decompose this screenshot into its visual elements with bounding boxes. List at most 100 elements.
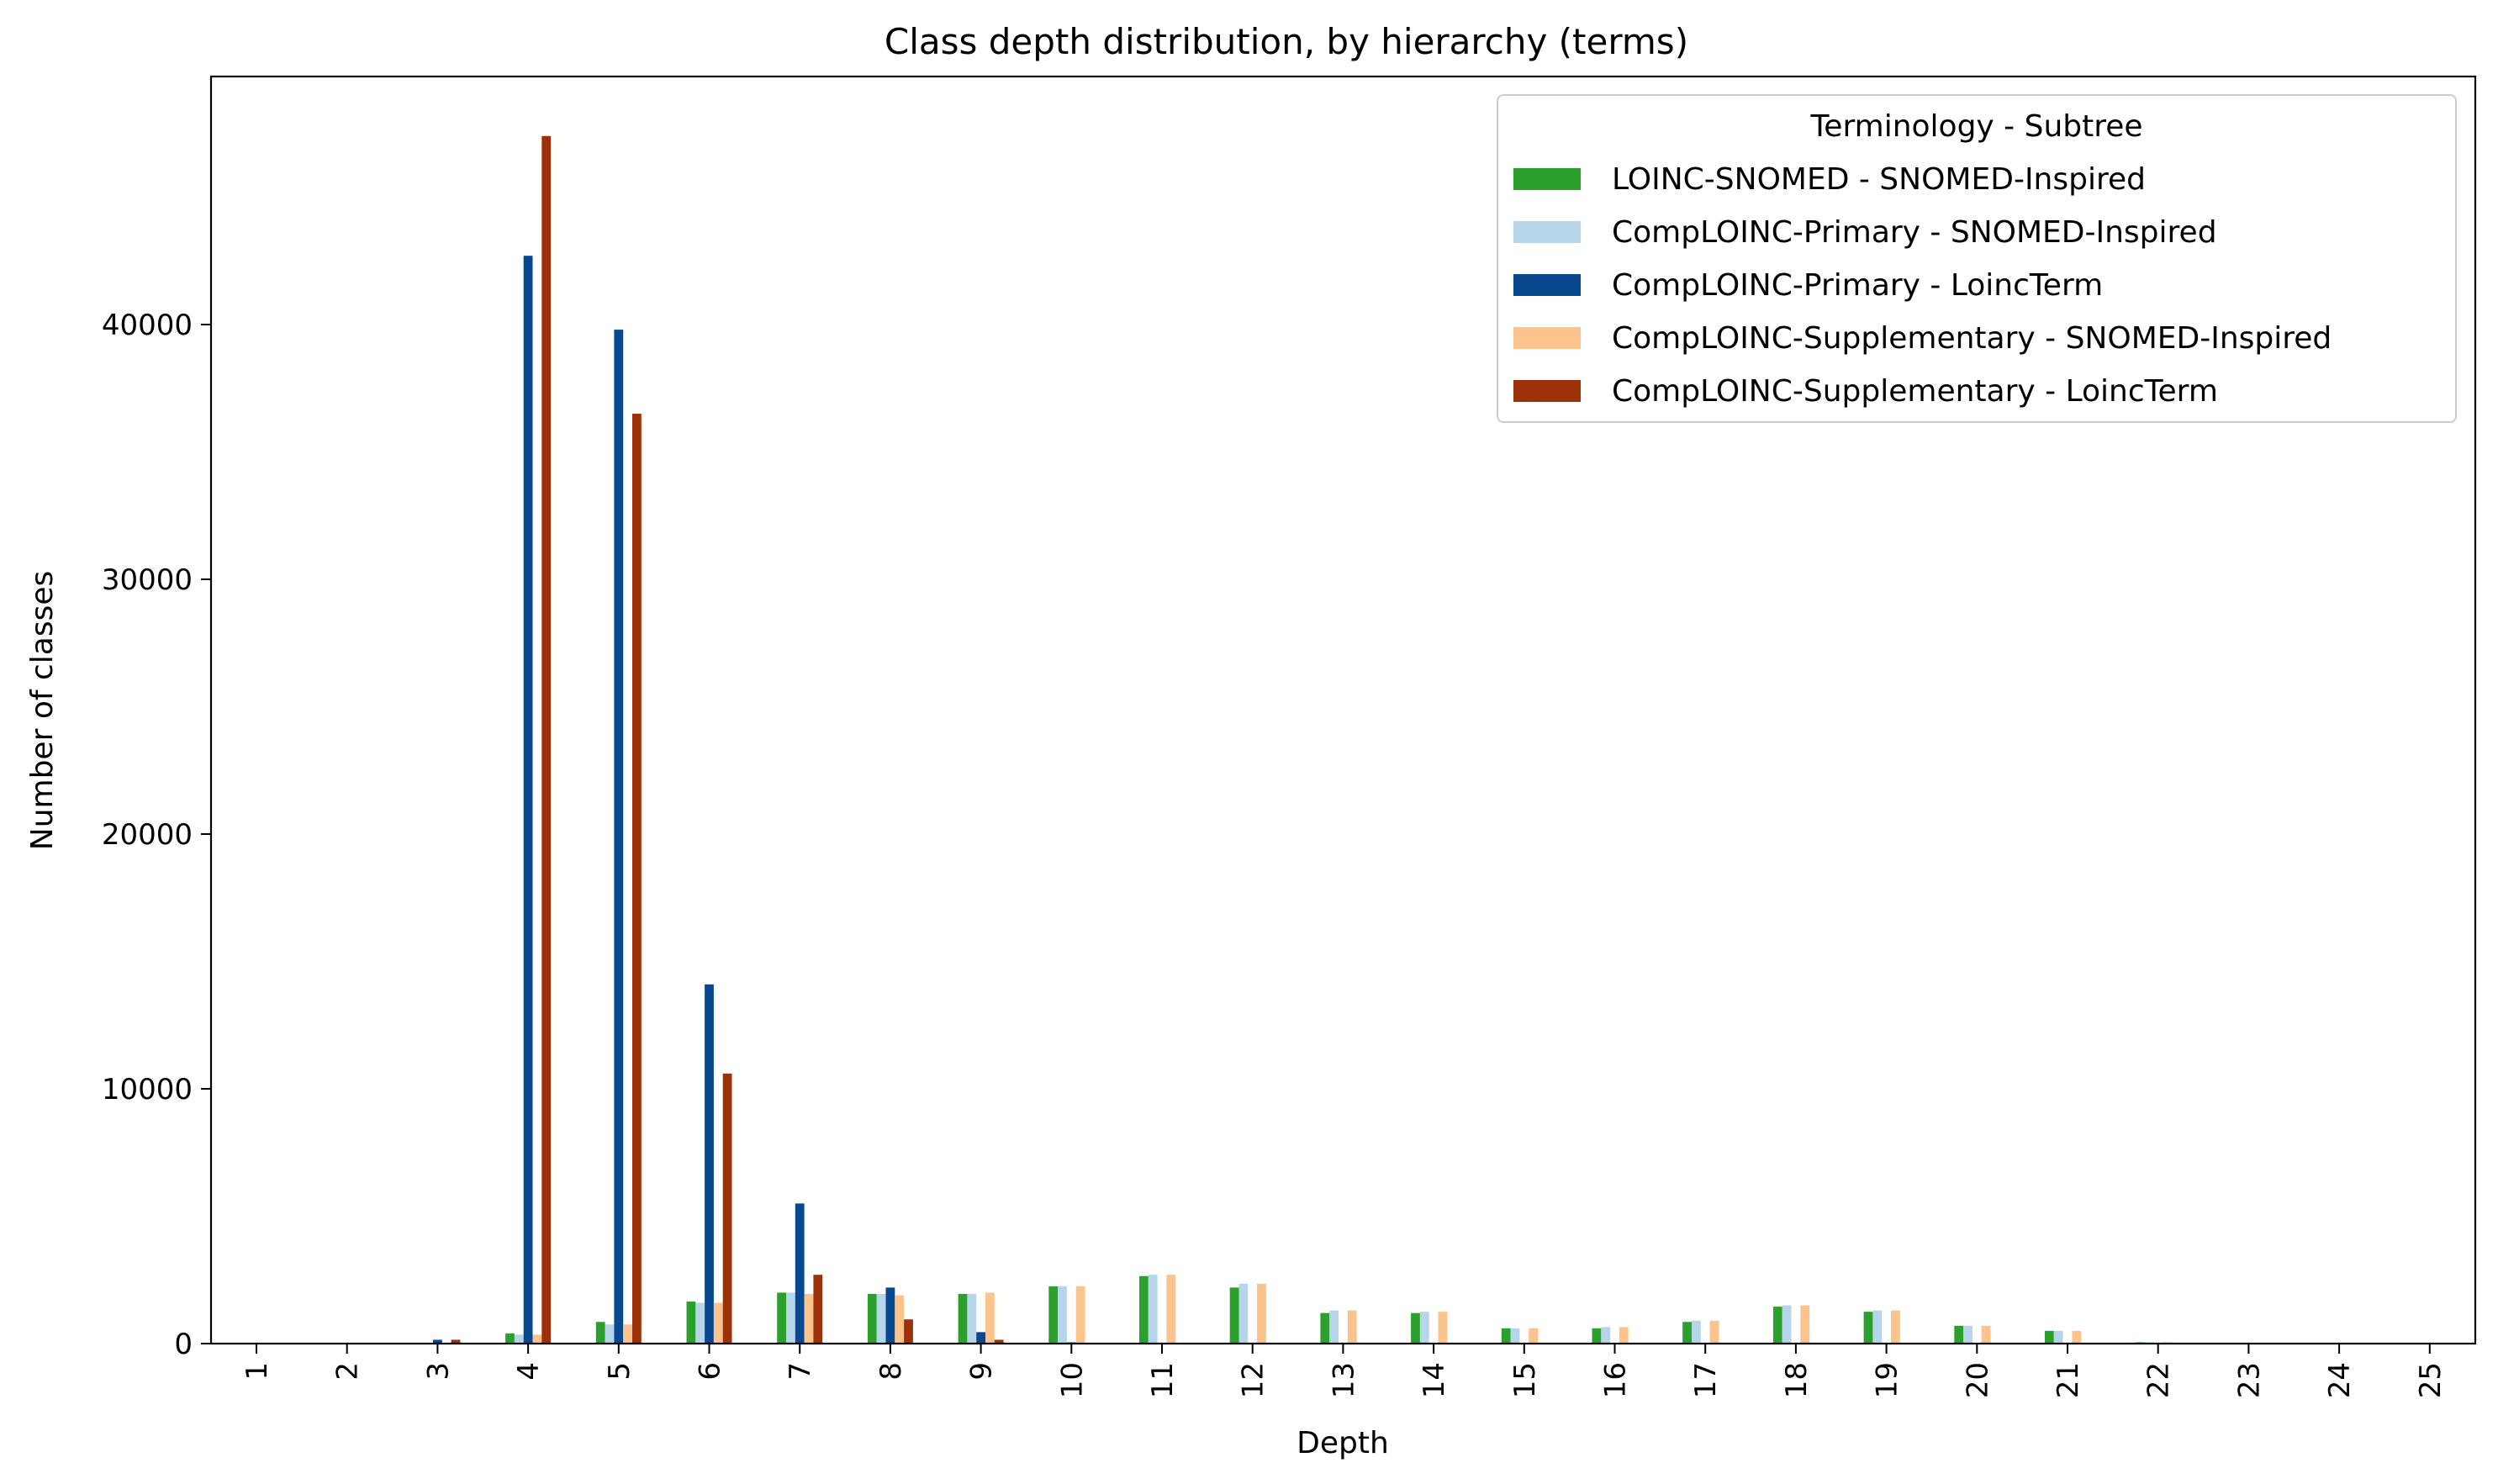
- bar-depth-20-series-2: [1963, 1325, 1973, 1344]
- bar-depth-14-series-1: [1411, 1312, 1420, 1344]
- x-axis-label: Depth: [1297, 1426, 1389, 1460]
- bar-depth-9-series-2: [967, 1293, 977, 1344]
- x-tick-label: 13: [1327, 1362, 1360, 1398]
- bar-depth-6-series-4: [713, 1302, 723, 1344]
- x-tick-label: 7: [784, 1362, 817, 1381]
- bar-depth-8-series-3: [885, 1287, 895, 1344]
- chart-title: Class depth distribution, by hierarchy (…: [885, 21, 1688, 62]
- bar-depth-5-series-3: [614, 330, 624, 1344]
- bar-depth-9-series-4: [985, 1292, 995, 1344]
- x-axis-ticks: 1 2 3 4 5 6 7 8 9 10 11 12 13 14 15 16 17 18 19 20 21 22 23 24 2…: [240, 1344, 2448, 1398]
- x-tick-label: 6: [694, 1362, 727, 1381]
- legend-swatch: [1513, 380, 1581, 402]
- legend-box: [1497, 94, 2457, 423]
- bar-depth-13-series-4: [1347, 1310, 1357, 1344]
- bar-depth-16-series-4: [1619, 1327, 1629, 1344]
- x-tick-label: 15: [1508, 1362, 1542, 1398]
- x-tick-label: 1: [240, 1362, 274, 1381]
- x-tick-label: 18: [1780, 1362, 1814, 1398]
- x-tick-label: 10: [1055, 1362, 1089, 1398]
- x-tick-label: 24: [2323, 1362, 2357, 1398]
- x-tick-label: 5: [603, 1362, 636, 1381]
- bar-depth-6-series-3: [705, 984, 714, 1344]
- x-tick-label: 9: [965, 1362, 999, 1381]
- bar-depth-4-series-4: [532, 1334, 542, 1344]
- bar-depth-21-series-1: [2045, 1330, 2054, 1344]
- legend-entry-label: CompLOINC-Supplementary - LoincTerm: [1612, 374, 2218, 409]
- legend-swatch: [1513, 327, 1581, 349]
- bar-depth-11-series-1: [1139, 1275, 1149, 1344]
- bar-depth-9-series-5: [994, 1339, 1004, 1344]
- bars-group: [415, 135, 2172, 1344]
- y-tick-label: 20000: [102, 818, 193, 852]
- x-tick-label: 8: [874, 1362, 908, 1381]
- bar-depth-16-series-1: [1592, 1328, 1602, 1344]
- bar-depth-3-series-3: [433, 1339, 442, 1344]
- x-tick-label: 23: [2232, 1362, 2266, 1398]
- bar-depth-5-series-5: [632, 414, 642, 1344]
- bar-depth-8-series-4: [895, 1295, 905, 1344]
- bar-depth-8-series-2: [876, 1293, 886, 1344]
- bar-depth-18-series-4: [1800, 1305, 1810, 1344]
- bar-depth-6-series-2: [695, 1302, 705, 1344]
- bar-depth-7-series-2: [786, 1292, 795, 1344]
- legend-entry-label: CompLOINC-Primary - LoincTerm: [1612, 268, 2103, 303]
- bar-depth-12-series-1: [1229, 1287, 1239, 1344]
- bar-depth-9-series-3: [976, 1332, 985, 1344]
- x-tick-label: 2: [331, 1362, 365, 1381]
- bar-depth-6-series-1: [686, 1302, 696, 1344]
- y-tick-label: 40000: [102, 309, 193, 342]
- bar-depth-6-series-5: [722, 1073, 732, 1344]
- bar-depth-20-series-4: [1981, 1325, 1991, 1344]
- bar-depth-4-series-5: [541, 135, 552, 1344]
- bar-depth-13-series-2: [1329, 1310, 1339, 1344]
- bar-depth-19-series-4: [1891, 1310, 1900, 1344]
- bar-depth-7-series-1: [777, 1292, 786, 1344]
- bar-depth-4-series-3: [523, 256, 533, 1344]
- x-tick-label: 20: [1961, 1362, 1994, 1398]
- bar-depth-11-series-4: [1166, 1275, 1176, 1344]
- bar-depth-17-series-2: [1692, 1320, 1701, 1344]
- bar-depth-7-series-4: [804, 1293, 814, 1344]
- bar-depth-8-series-5: [904, 1319, 913, 1344]
- bar-depth-14-series-4: [1438, 1312, 1448, 1344]
- bar-depth-8-series-1: [867, 1293, 877, 1344]
- legend-swatch: [1513, 274, 1581, 296]
- bar-depth-14-series-2: [1419, 1312, 1429, 1344]
- y-tick-label: 10000: [102, 1073, 193, 1106]
- bar-depth-18-series-2: [1782, 1305, 1792, 1344]
- x-tick-label: 3: [421, 1362, 455, 1381]
- bar-depth-10-series-4: [1075, 1286, 1085, 1344]
- bar-depth-16-series-2: [1601, 1327, 1611, 1344]
- bar-depth-17-series-1: [1682, 1322, 1692, 1344]
- bar-depth-15-series-1: [1501, 1328, 1511, 1344]
- x-tick-label: 25: [2414, 1362, 2448, 1398]
- bar-depth-15-series-4: [1529, 1328, 1538, 1344]
- x-tick-label: 4: [512, 1362, 546, 1381]
- bar-depth-13-series-1: [1320, 1312, 1330, 1344]
- legend: Terminology - Subtree LOINC-SNOMED - SNO…: [1497, 94, 2457, 423]
- bar-depth-17-series-4: [1709, 1320, 1719, 1344]
- bar-depth-5-series-1: [595, 1322, 605, 1344]
- bar-depth-20-series-1: [1954, 1325, 1964, 1344]
- legend-entries: LOINC-SNOMED - SNOMED-Inspired CompLOINC-…: [1513, 162, 2332, 409]
- bar-depth-4-series-1: [505, 1333, 515, 1344]
- bar-depth-11-series-2: [1148, 1275, 1158, 1344]
- bar-depth-19-series-2: [1872, 1310, 1883, 1344]
- y-tick-label: 30000: [102, 563, 193, 597]
- legend-swatch: [1513, 168, 1581, 190]
- bar-depth-5-series-2: [605, 1324, 615, 1344]
- x-tick-label: 19: [1871, 1362, 1904, 1398]
- bar-depth-7-series-3: [795, 1203, 805, 1344]
- bar-depth-12-series-4: [1257, 1283, 1266, 1344]
- legend-entry-label: LOINC-SNOMED - SNOMED-Inspired: [1612, 162, 2146, 197]
- legend-swatch: [1513, 221, 1581, 243]
- x-tick-label: 17: [1689, 1362, 1723, 1398]
- bar-depth-18-series-1: [1772, 1307, 1782, 1344]
- legend-entry-label: CompLOINC-Supplementary - SNOMED-Inspire…: [1612, 321, 2332, 356]
- x-tick-label: 22: [2142, 1362, 2176, 1398]
- x-tick-label: 16: [1599, 1362, 1633, 1398]
- x-tick-label: 11: [1146, 1362, 1180, 1398]
- bar-depth-12-series-2: [1238, 1283, 1249, 1344]
- y-tick-label: 0: [174, 1328, 193, 1361]
